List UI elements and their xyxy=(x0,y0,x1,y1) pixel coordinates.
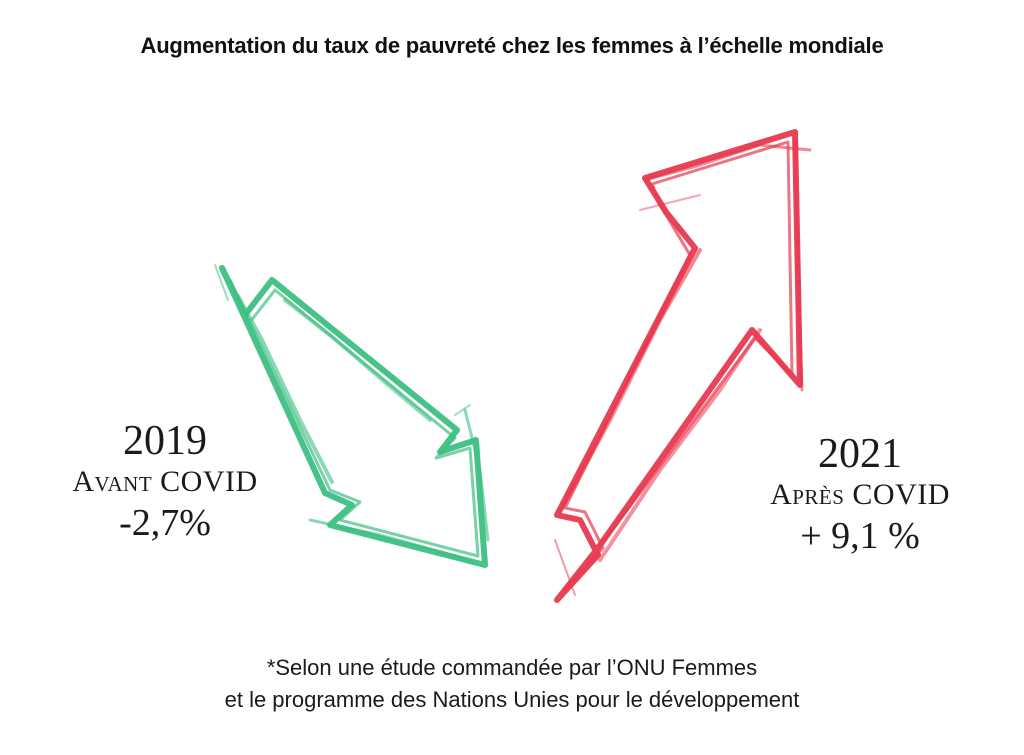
after-value: + 9,1 % xyxy=(800,515,920,557)
before-value: -2,7% xyxy=(119,502,211,544)
after-year: 2021 xyxy=(818,431,902,477)
red-up-arrow-icon xyxy=(554,129,812,603)
page-title: Augmentation du taux de pauvreté chez le… xyxy=(140,33,884,58)
before-year: 2019 xyxy=(123,418,207,464)
footnote-line-1: *Selon une étude commandée par l’ONU Fem… xyxy=(266,655,758,680)
before-covid-block: 2019 Avant COVID -2,7% xyxy=(50,418,280,546)
before-label: Avant COVID xyxy=(72,465,258,498)
after-covid-block: 2021 Après COVID + 9,1 % xyxy=(745,431,975,559)
source-footnote: *Selon une étude commandée par l’ONU Fem… xyxy=(0,652,1024,716)
after-label: Après COVID xyxy=(770,478,950,511)
footnote-line-2: et le programme des Nations Unies pour l… xyxy=(224,687,800,712)
green-down-arrow-icon xyxy=(214,264,490,568)
